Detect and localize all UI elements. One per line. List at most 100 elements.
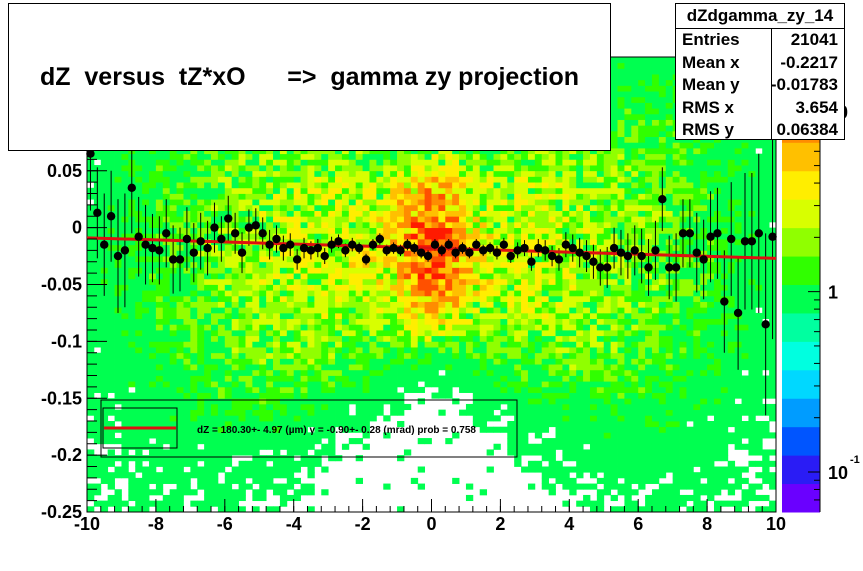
heatmap-cell (149, 307, 157, 314)
heatmap-cell (465, 256, 474, 263)
heatmap-cell (155, 318, 164, 325)
heatmap-cell (100, 460, 109, 467)
heatmap-cell (307, 148, 315, 155)
heatmap-cell (197, 187, 205, 194)
heatmap-cell (169, 347, 177, 354)
heatmap-cell (142, 290, 150, 297)
heatmap-cell (321, 148, 329, 155)
heatmap-cell (259, 483, 267, 490)
heatmap-cell (459, 318, 467, 325)
heatmap-cell (472, 216, 481, 223)
heatmap-cell (217, 489, 226, 496)
heatmap-cell (431, 278, 439, 285)
heatmap-cell (149, 295, 157, 302)
heatmap-cell (197, 500, 205, 507)
heatmap-cell (259, 409, 267, 416)
heatmap-cell (500, 165, 508, 172)
heatmap-cell (445, 148, 453, 155)
heatmap-cell (403, 449, 412, 456)
heatmap-cell (534, 199, 543, 206)
heatmap-cell (514, 239, 522, 246)
heatmap-cell (507, 278, 515, 285)
heatmap-cell (452, 301, 460, 308)
heatmap-cell (162, 415, 171, 422)
heatmap-cell (114, 472, 122, 479)
heatmap-cell (183, 284, 191, 291)
heatmap-cell (445, 364, 453, 371)
heatmap-cell (341, 392, 350, 399)
heatmap-cell (155, 432, 164, 439)
heatmap-cell (548, 204, 556, 211)
heatmap-cell (521, 261, 529, 268)
heatmap-cell (217, 466, 226, 473)
heatmap-cell (410, 170, 419, 177)
heatmap-cell (217, 187, 226, 194)
heatmap-cell (576, 421, 584, 428)
heatmap-cell (390, 318, 398, 325)
heatmap-cell (217, 324, 226, 331)
heatmap-cell (562, 341, 570, 348)
heatmap-cell (266, 210, 274, 217)
heatmap-cell (527, 318, 536, 325)
heatmap-cell (273, 221, 281, 229)
heatmap-cell (266, 330, 274, 337)
heatmap-cell (293, 335, 301, 342)
heatmap-cell (128, 358, 136, 365)
heatmap-cell (369, 148, 377, 155)
heatmap-cell (135, 381, 143, 388)
heatmap-cell (541, 386, 550, 393)
heatmap-cell (87, 273, 95, 280)
heatmap-cell (335, 187, 343, 194)
heatmap-cell (307, 216, 315, 223)
heatmap-cell (383, 261, 391, 268)
heatmap-cell (114, 369, 122, 376)
heatmap-cell (576, 301, 584, 308)
heatmap-cell (452, 477, 460, 484)
heatmap-cell (576, 443, 584, 450)
heatmap-cell (500, 381, 508, 388)
heatmap-cell (514, 341, 522, 348)
heatmap-cell (521, 415, 529, 422)
heatmap-cell (231, 193, 239, 200)
heatmap-cell (569, 278, 577, 285)
heatmap-cell (472, 375, 481, 382)
heatmap-cell (534, 335, 543, 342)
heatmap-cell (417, 324, 426, 331)
heatmap-cell (569, 398, 577, 405)
heatmap-cell (431, 170, 439, 177)
heatmap-cell (231, 386, 239, 393)
heatmap-cell (390, 347, 398, 354)
heatmap-cell (211, 256, 219, 263)
heatmap-cell (527, 398, 536, 405)
heatmap-cell (293, 466, 301, 473)
heatmap-cell (445, 165, 453, 172)
heatmap-cell (224, 290, 233, 297)
heatmap-cell (507, 398, 515, 405)
heatmap-cell (472, 352, 481, 359)
heatmap-cell (383, 398, 391, 405)
heatmap-cell (273, 358, 281, 365)
heatmap-cell (472, 381, 481, 388)
heatmap-cell (197, 290, 205, 297)
heatmap-cell (576, 153, 584, 160)
heatmap-cell (348, 386, 357, 393)
heatmap-cell (555, 295, 563, 302)
heatmap-cell (438, 170, 446, 177)
heatmap-cell (142, 312, 150, 320)
heatmap-cell (341, 187, 350, 194)
heatmap-cell (114, 330, 122, 337)
heatmap-cell (438, 199, 446, 206)
heatmap-cell (176, 489, 184, 496)
heatmap-cell (169, 165, 177, 172)
heatmap-cell (507, 421, 515, 428)
heatmap-cell (472, 233, 481, 240)
heatmap-cell (142, 318, 150, 325)
heatmap-cell (383, 358, 391, 365)
heatmap-cell (238, 369, 246, 376)
heatmap-cell (417, 335, 426, 342)
heatmap-cell (328, 210, 336, 217)
heatmap-cell (142, 443, 150, 450)
heatmap-cell (211, 375, 219, 382)
heatmap-cell (569, 341, 577, 348)
heatmap-cell (155, 204, 164, 211)
